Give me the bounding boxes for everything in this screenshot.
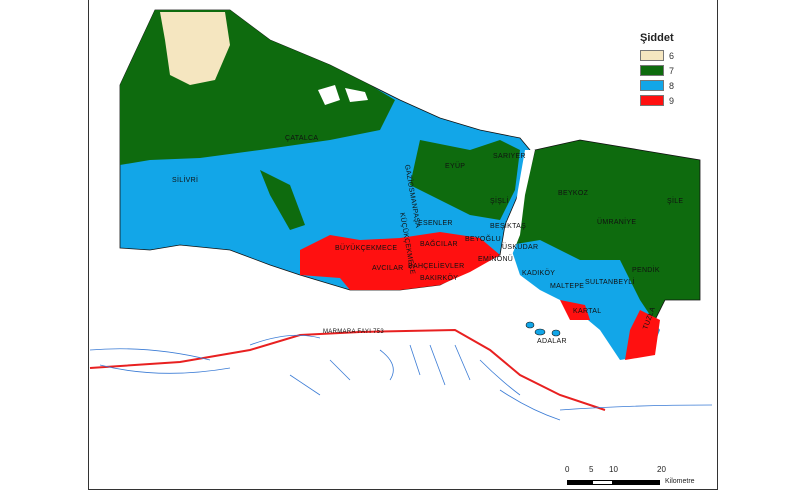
scale-tick: 5 (589, 465, 594, 474)
fault-label: MARMARA FAYI 753 (323, 329, 384, 335)
label-buyukcekmece: BÜYÜKÇEKMECE (335, 244, 397, 252)
legend-swatch (640, 80, 664, 91)
label-bagcilar: BAĞCILAR (420, 239, 458, 248)
bosphorus (503, 150, 535, 260)
legend-label: 8 (669, 80, 675, 91)
label-sariyer: SARIYER (493, 153, 526, 160)
zone-7-eyup (410, 140, 520, 220)
zone-6 (160, 12, 230, 85)
zone-8-asia (510, 240, 660, 360)
label-uskudar: ÜSKÜDAR (502, 243, 538, 251)
label-besiktas: BEŞİKTAŞ (490, 221, 526, 230)
legend-item-6: 6 (640, 48, 674, 63)
label-silivri: SİLİVRİ (172, 175, 198, 184)
legend-label: 9 (669, 95, 675, 106)
scale-tick: 10 (609, 465, 618, 474)
adalar-island (534, 328, 546, 336)
adalar-island (525, 321, 535, 329)
legend-label: 7 (669, 65, 675, 76)
legend-swatch (640, 65, 664, 76)
scale-tick: 0 (565, 465, 570, 474)
label-esenler: ESENLER (418, 220, 453, 227)
lake (345, 88, 368, 102)
label-bakirkoy: BAKIRKÖY (420, 274, 458, 282)
zone-9-kartal (560, 300, 590, 320)
adalar-island (551, 329, 561, 337)
label-avcilar: AVCILAR (372, 265, 404, 272)
label-sisli: ŞİŞLİ (490, 196, 509, 205)
label-beykoz: BEYKOZ (558, 190, 589, 197)
scale-segment (592, 480, 613, 485)
scale-unit: Kilometre (665, 478, 695, 485)
label-beyoglu: BEYOĞLU (465, 234, 501, 243)
label-kadikoy: KADIKÖY (522, 269, 555, 277)
zone-9-europe (300, 232, 500, 290)
label-bahcelievler: BAHÇELİEVLER (408, 261, 465, 270)
zone-9-asia (625, 310, 660, 360)
legend-swatch (640, 95, 664, 106)
scale-bar: 0 5 10 20 Kilometre (565, 465, 705, 487)
legend-item-7: 7 (640, 63, 674, 78)
label-eyup: EYÜP (445, 162, 465, 170)
marmara-fault (89, 328, 606, 411)
scale-tick: 20 (657, 465, 666, 474)
legend-swatch (640, 50, 664, 61)
legend-item-8: 8 (640, 78, 674, 93)
legend-title: Şiddet (640, 32, 674, 44)
legend-item-9: 9 (640, 93, 674, 108)
label-kartal: KARTAL (573, 308, 601, 315)
label-pendik: PENDİK (632, 265, 660, 274)
legend: Şiddet 6 7 8 9 (640, 32, 674, 108)
label-maltepe: MALTEPE (550, 283, 584, 290)
label-sile: ŞİLE (667, 196, 683, 205)
label-sultanbeyli: SULTANBEYLİ (585, 277, 635, 286)
secondary-faults (89, 334, 713, 421)
legend-label: 6 (669, 50, 675, 61)
label-umraniye: ÜMRANİYE (597, 217, 636, 226)
lake (318, 85, 340, 105)
scale-segment (567, 480, 592, 485)
label-catalca: ÇATALCA (285, 135, 318, 142)
zone-7-catalca-strip (260, 170, 305, 230)
scale-segment (613, 480, 660, 485)
label-adalar: ADALAR (537, 338, 567, 345)
label-eminonu: EMİNÖNÜ (478, 254, 513, 263)
